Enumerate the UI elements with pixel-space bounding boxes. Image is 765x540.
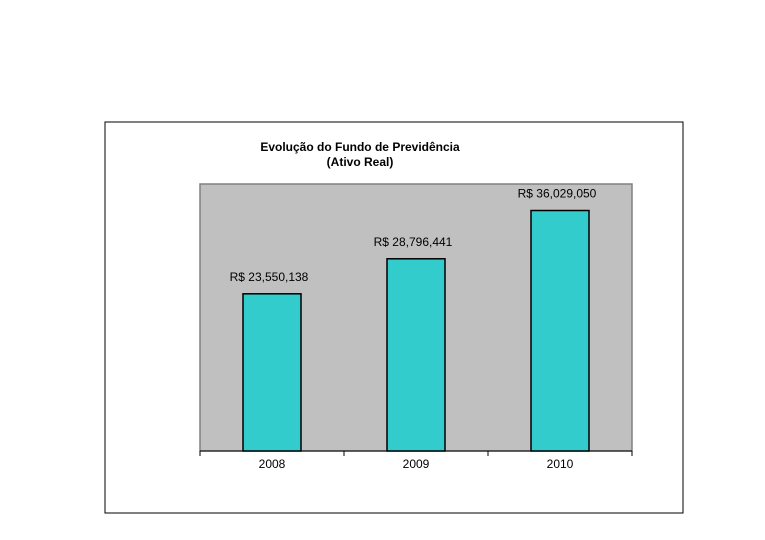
x-tick-label: 2010 [547,457,574,471]
bar [530,209,590,452]
data-label: R$ 23,550,138 [230,270,309,284]
data-label: R$ 36,029,050 [518,187,597,201]
data-label: R$ 28,796,441 [374,235,453,249]
chart-title: Evolução do Fundo de Previdência [260,140,460,154]
x-tick-label: 2009 [403,457,430,471]
x-tick-label: 2008 [259,457,286,471]
bar [242,293,302,452]
bar [386,258,446,452]
chart-subtitle: (Ativo Real) [327,155,394,169]
